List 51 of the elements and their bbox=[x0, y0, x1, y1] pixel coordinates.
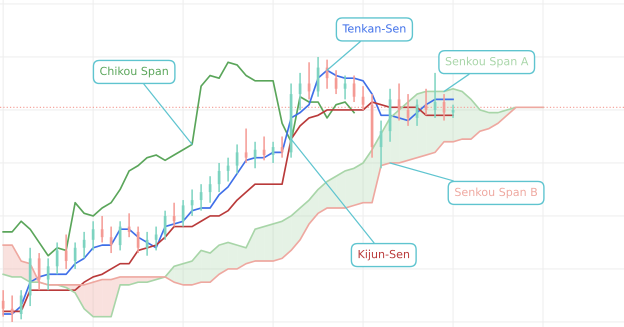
candlestick bbox=[298, 72, 302, 111]
text: Senkou Span A bbox=[446, 56, 528, 68]
candlestick bbox=[280, 136, 284, 158]
candlestick bbox=[100, 215, 104, 244]
candlestick bbox=[38, 252, 40, 291]
candlestick bbox=[398, 82, 400, 122]
candlestick bbox=[416, 98, 418, 127]
text: Chikou Span bbox=[100, 66, 168, 78]
candlestick bbox=[74, 242, 76, 270]
candlestick bbox=[406, 93, 410, 127]
candlestick bbox=[182, 199, 184, 228]
candlestick bbox=[20, 289, 22, 320]
candlestick bbox=[208, 175, 212, 204]
candlestick bbox=[254, 141, 256, 170]
candlestick bbox=[244, 128, 248, 164]
candlestick bbox=[272, 141, 274, 164]
candlestick bbox=[218, 162, 220, 193]
candlestick bbox=[326, 58, 328, 90]
candlestick bbox=[110, 226, 112, 254]
candlestick bbox=[308, 62, 310, 100]
candlestick bbox=[262, 136, 266, 162]
candlestick bbox=[452, 104, 454, 119]
candlestick bbox=[190, 188, 194, 217]
candlestick bbox=[442, 93, 446, 122]
candlestick bbox=[56, 242, 58, 276]
candlestick bbox=[92, 220, 94, 252]
text: Tenkan-Sen bbox=[342, 24, 406, 33]
text: Kijun-Sen bbox=[358, 250, 410, 260]
candlestick bbox=[344, 74, 346, 100]
candlestick bbox=[226, 156, 230, 182]
candlestick bbox=[434, 72, 436, 119]
candlestick bbox=[82, 231, 86, 260]
candlestick bbox=[236, 144, 238, 174]
candlestick bbox=[362, 85, 364, 111]
candlestick bbox=[10, 294, 14, 323]
candlestick bbox=[200, 183, 202, 212]
candlestick bbox=[118, 220, 122, 252]
candlestick bbox=[352, 74, 356, 103]
candlestick bbox=[172, 202, 176, 228]
candlestick bbox=[46, 258, 50, 291]
candlestick bbox=[164, 210, 166, 241]
candlestick bbox=[380, 120, 382, 170]
candlestick bbox=[334, 69, 338, 95]
candlestick bbox=[64, 234, 68, 270]
candlestick bbox=[128, 212, 130, 238]
text: Senkou Span B bbox=[455, 188, 538, 198]
candlestick bbox=[136, 226, 140, 254]
candlestick bbox=[424, 88, 428, 116]
candlestick bbox=[146, 231, 148, 256]
candlestick bbox=[154, 226, 158, 252]
candlestick bbox=[316, 56, 320, 98]
